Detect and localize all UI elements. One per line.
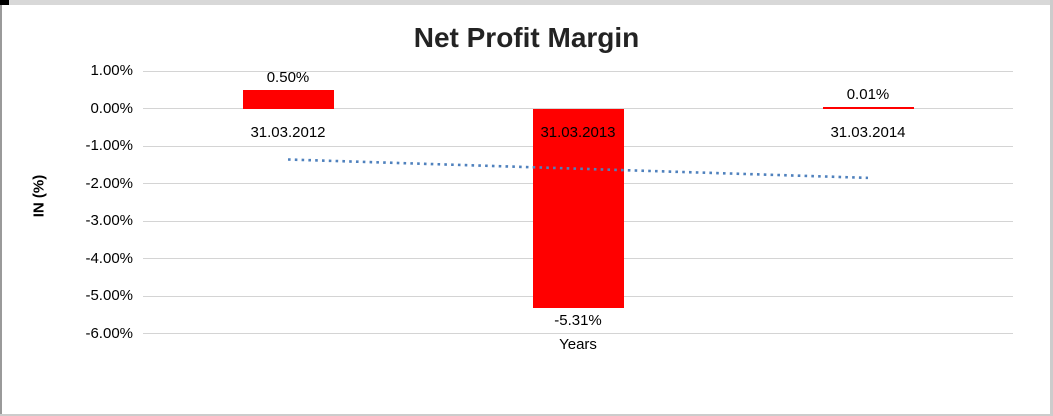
data-label: -5.31%: [554, 311, 602, 329]
y-axis-tick-label: -5.00%: [85, 287, 133, 304]
y-axis-tick-label: -6.00%: [85, 324, 133, 342]
y-axis-tick-label: -1.00%: [85, 137, 133, 154]
data-label: 0.01%: [846, 85, 890, 103]
y-axis-tick-label: 0.00%: [90, 99, 133, 117]
frame-corner-notch: [0, 0, 9, 5]
category-label: 31.03.2013: [540, 124, 616, 141]
category-label: 31.03.2014: [830, 124, 906, 141]
y-axis-tick-label: -4.00%: [85, 249, 133, 267]
frame-border-left: [0, 0, 2, 416]
gridline: [143, 333, 1013, 334]
gridline: [143, 70, 1013, 72]
category-label: 31.03.2012: [250, 124, 326, 141]
bar-31.03.2012: [242, 89, 334, 109]
bar-31.03.2014: [822, 106, 914, 109]
x-axis-title: Years: [559, 336, 597, 353]
y-axis-tick-label: -3.00%: [85, 212, 133, 229]
frame-border-top: [0, 0, 1053, 5]
y-axis-tick-label: 1.00%: [90, 62, 133, 79]
chart-title: Net Profit Margin: [413, 22, 640, 53]
y-axis-tick-label: -2.00%: [85, 174, 133, 192]
frame-border-bottom: [0, 414, 1053, 416]
frame-border-right: [1050, 0, 1053, 416]
bar-31.03.2013: [532, 108, 624, 308]
data-label: 0.50%: [266, 68, 310, 86]
